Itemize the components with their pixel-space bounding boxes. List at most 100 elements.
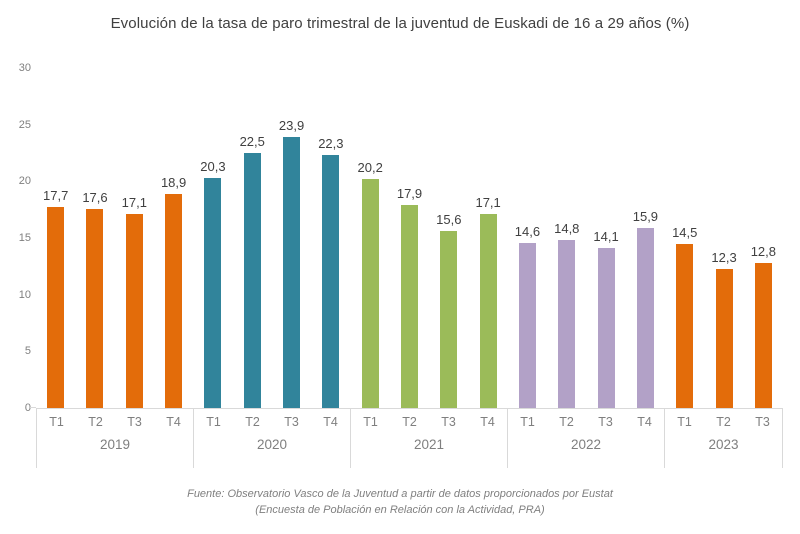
bar-2022-T3 xyxy=(597,248,615,408)
bar-slot-2020-T4: 22,3 xyxy=(311,68,350,408)
x-axis-quarters-2019: T1 T2 T3 T4 xyxy=(37,415,193,429)
x-label-2022-T2: T2 xyxy=(559,415,574,429)
bar-value-label-2022-T3: 14,1 xyxy=(593,229,619,245)
bar-value-label-2020-T2: 22,5 xyxy=(239,134,265,149)
bar-slot-2019-T3: 17,1 xyxy=(115,68,154,408)
x-axis-quarters-2020: T1 T2 T3 T4 xyxy=(194,415,350,429)
x-label-2020-T4: T4 xyxy=(323,415,338,429)
bar-value-label-2021-T3: 15,6 xyxy=(436,212,462,228)
bar-slot-2021-T4: 17,1 xyxy=(468,68,507,408)
x-axis-group-2021: T1 T2 T3 T4 2021 xyxy=(350,409,507,468)
x-label-2020-T3: T3 xyxy=(284,415,299,429)
bar-slot-2023-T2: 12,3 xyxy=(704,68,743,408)
bar-slot-2022-T1: 14,6 xyxy=(508,68,547,408)
bar-slot-2021-T2: 17,9 xyxy=(390,68,429,408)
y-tick-label-30: 30 xyxy=(18,62,31,74)
x-label-2019-T3: T3 xyxy=(127,415,142,429)
bar-value-label-2020-T4: 22,3 xyxy=(318,136,344,152)
bar-2022-T2 xyxy=(558,240,576,408)
bar-value-label-2021-T4: 17,1 xyxy=(475,195,501,211)
bar-slot-2021-T3: 15,6 xyxy=(429,68,468,408)
source-line-1: Fuente: Observatorio Vasco de la Juventu… xyxy=(187,488,613,500)
bar-2020-T3 xyxy=(283,137,301,408)
bar-value-label-2019-T3: 17,1 xyxy=(121,195,147,211)
chart-title: Evolución de la tasa de paro trimestral … xyxy=(110,15,690,32)
bar-2019-T4 xyxy=(165,193,183,408)
y-axis-zero-tick xyxy=(30,407,36,408)
x-label-2020-T1: T1 xyxy=(206,415,221,429)
bar-value-label-2019-T4: 18,9 xyxy=(160,174,187,190)
bar-value-label-2023-T1: 14,5 xyxy=(672,224,698,240)
bar-slot-2019-T4: 18,9 xyxy=(154,68,193,408)
year-label-2021: 2021 xyxy=(413,437,445,452)
y-tick-label-0: 0 xyxy=(24,402,31,414)
x-label-2019-T1: T1 xyxy=(49,415,64,429)
x-label-2021-T4: T4 xyxy=(480,415,495,429)
bar-value-label-2020-T1: 20,3 xyxy=(200,158,226,174)
x-label-2023-T3: T3 xyxy=(755,415,770,429)
bar-2020-T2 xyxy=(243,153,261,408)
bar-value-label-2019-T1: 17,7 xyxy=(43,188,69,204)
plot-area: 17,7 17,6 17,1 18,9 20,3 22,5 23,9 22,3 20,2 17,9… xyxy=(36,68,783,408)
bar-group-2019: 17,7 17,6 17,1 18,9 xyxy=(36,68,193,408)
y-tick-label-5: 5 xyxy=(24,345,31,358)
x-label-2021-T2: T2 xyxy=(402,415,417,429)
x-label-2021-T3: T3 xyxy=(441,415,456,429)
x-label-2021-T1: T1 xyxy=(363,415,378,429)
bar-2019-T3 xyxy=(125,214,143,408)
x-axis-group-2019: T1 T2 T3 T4 2019 xyxy=(36,409,193,468)
bar-2022-T4 xyxy=(636,227,654,408)
x-label-2023-T2: T2 xyxy=(716,415,731,429)
bar-2021-T2 xyxy=(401,205,418,408)
x-label-2023-T1: T1 xyxy=(677,415,692,429)
bar-2020-T4 xyxy=(322,155,340,408)
x-axis-group-2022: T1 T2 T3 T4 2022 xyxy=(507,409,664,468)
bar-2019-T2 xyxy=(86,208,104,408)
bar-group-2023: 14,5 12,3 12,8 xyxy=(665,68,783,408)
x-axis-quarters-2021: T1 T2 T3 T4 xyxy=(351,415,507,429)
x-axis-quarters-2023: T1 T2 T3 xyxy=(665,415,782,429)
bar-2023-T1 xyxy=(676,243,694,408)
x-axis-quarters-2022: T1 T2 T3 T4 xyxy=(508,415,664,429)
bar-slot-2021-T1: 20,2 xyxy=(351,68,390,408)
bar-slot-2019-T2: 17,6 xyxy=(75,68,114,408)
bar-2021-T4 xyxy=(479,214,497,408)
year-label-2023: 2023 xyxy=(708,437,739,452)
bar-slot-2020-T3: 23,9 xyxy=(272,68,311,408)
x-axis: T1 T2 T3 T4 2019 T1 T2 T3 T4 2020 T1 T2 T3 T4 2021 T1 T2… xyxy=(36,408,783,468)
bar-value-label-2022-T2: 14,8 xyxy=(554,221,580,237)
bar-slot-2022-T3: 14,1 xyxy=(586,68,625,408)
bar-slot-2020-T2: 22,5 xyxy=(233,68,272,408)
bar-slot-2023-T3: 12,8 xyxy=(744,68,783,408)
x-label-2022-T4: T4 xyxy=(637,415,652,429)
bar-slot-2019-T1: 17,7 xyxy=(36,68,75,408)
bar-2023-T3 xyxy=(754,262,772,408)
bar-slot-2022-T2: 14,8 xyxy=(547,68,586,408)
bar-group-2020: 20,3 22,5 23,9 22,3 xyxy=(193,68,350,408)
x-axis-group-2023: T1 T2 T3 2023 xyxy=(664,409,783,468)
source-line-2: (Encuesta de Población en Relación con l… xyxy=(255,504,545,516)
bar-2021-T3 xyxy=(440,231,458,408)
y-tick-label-10: 10 xyxy=(18,288,31,301)
bar-2023-T2 xyxy=(715,268,733,408)
x-label-2019-T4: T4 xyxy=(166,415,181,429)
x-label-2022-T1: T1 xyxy=(520,415,535,429)
bar-value-label-2020-T3: 23,9 xyxy=(278,118,305,134)
bar-value-label-2023-T3: 12,8 xyxy=(750,243,776,259)
bar-2019-T1 xyxy=(47,207,65,408)
bar-slot-2023-T1: 14,5 xyxy=(665,68,704,408)
bar-value-label-2021-T1: 20,2 xyxy=(357,160,383,176)
bar-slot-2020-T1: 20,3 xyxy=(193,68,232,408)
year-label-2020: 2020 xyxy=(256,437,288,452)
bar-slot-2022-T4: 15,9 xyxy=(626,68,665,408)
bar-2020-T1 xyxy=(204,177,222,408)
bars-area: 17,7 17,6 17,1 18,9 20,3 22,5 23,9 22,3 20,2 17,9… xyxy=(36,68,783,408)
year-label-2019: 2019 xyxy=(99,437,131,452)
bar-2022-T1 xyxy=(518,242,536,408)
bar-value-label-2023-T2: 12,3 xyxy=(711,249,737,265)
x-label-2019-T2: T2 xyxy=(88,415,103,429)
x-label-2020-T2: T2 xyxy=(245,415,260,429)
y-tick-label-20: 20 xyxy=(18,175,31,188)
y-tick-label-25: 25 xyxy=(18,118,31,131)
